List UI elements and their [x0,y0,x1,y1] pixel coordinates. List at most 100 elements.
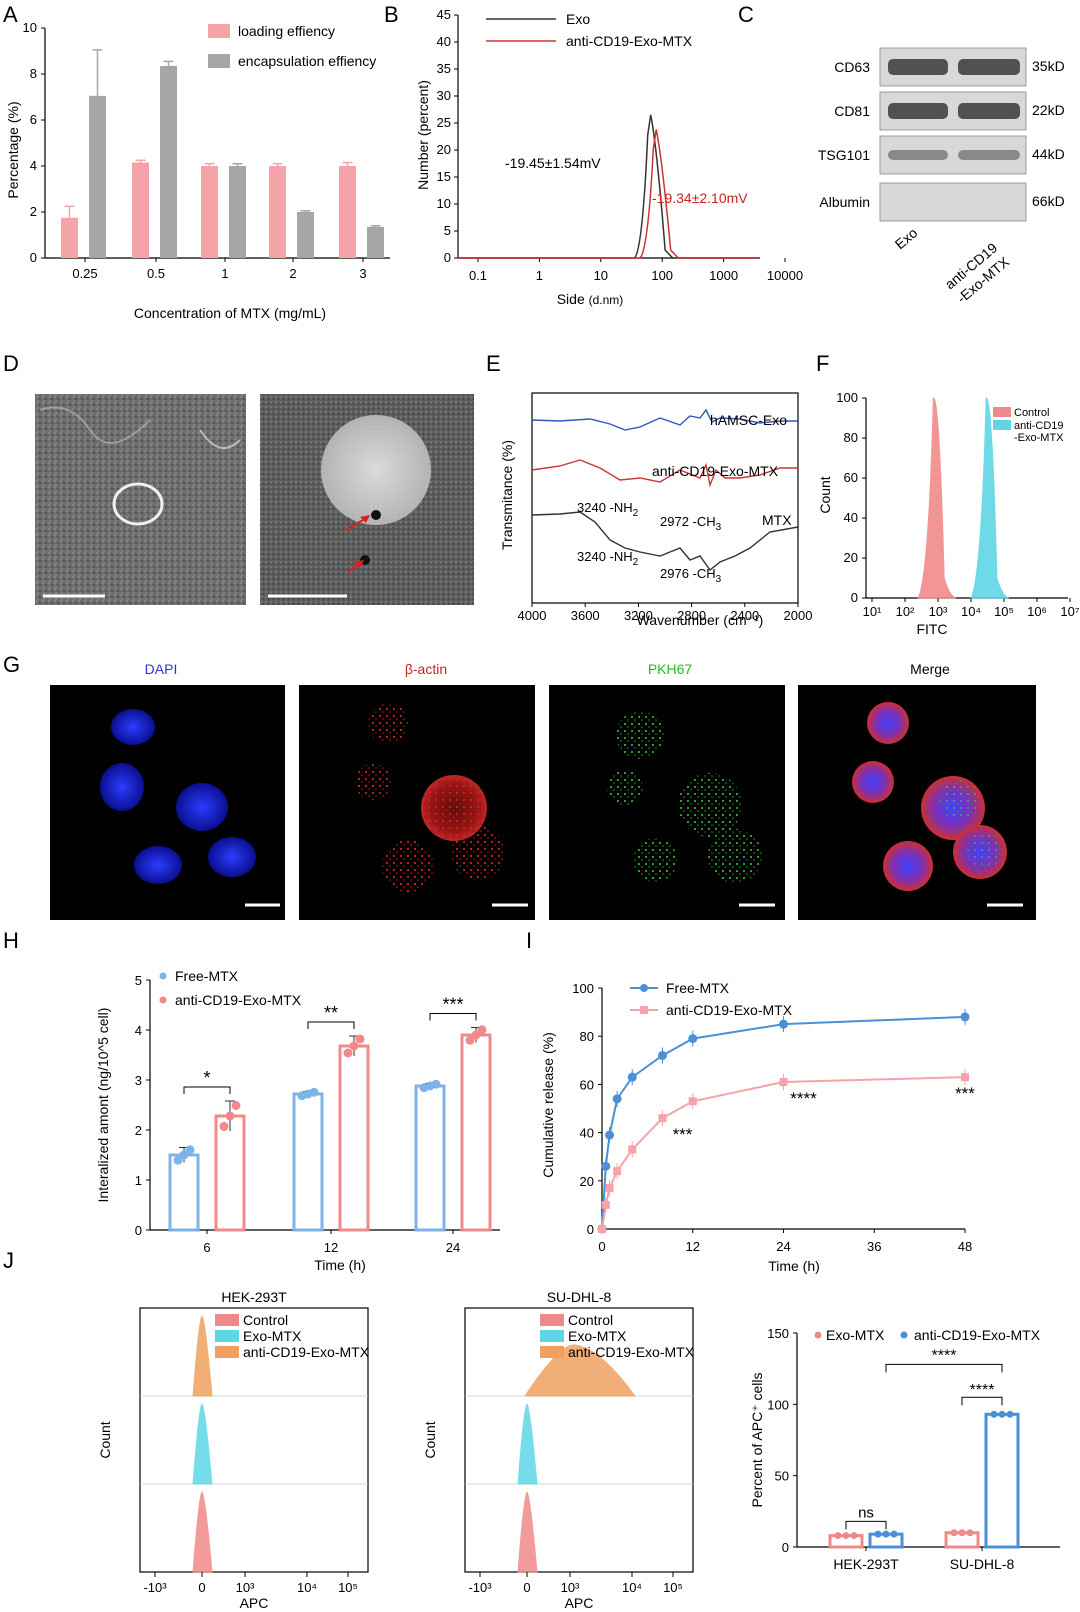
panel-letter-c: C [738,2,754,27]
jr-sig-label: **** [970,1382,995,1399]
g-channel-title: Merge [910,661,950,677]
c-band-mtx [958,150,1020,160]
h-point [219,1122,229,1131]
jr-point [874,1530,882,1538]
ftir-annot-nh2-1: 3240 -NH2 [577,500,639,519]
jr-ytick-label: 0 [782,1540,789,1555]
panel-letter-b: B [384,2,399,27]
f-legend-swatch [993,407,1011,417]
i-point [627,1072,637,1082]
a-bar [269,166,286,258]
a-legend-label: encapsulation effiency [238,53,376,69]
j-legend-swatch [215,1346,239,1358]
h-bar [338,1044,370,1232]
panel-g-confocal: DAPI β-actin PKH67 Merge [50,661,1036,920]
i-point [688,1034,698,1044]
a-bar [339,166,356,258]
e-xtick-label: 2400 [730,608,759,623]
j-legend-label: Exo-MTX [568,1328,627,1344]
f-ytick-label: 60 [844,470,858,485]
ftir-annot-ch3-2: 2976 -CH3 [660,566,722,585]
panel-i-legend: Free-MTX anti-CD19-Exo-MTX [630,980,793,1018]
h-point [173,1155,183,1165]
i-point [628,1145,637,1154]
c-lane-label: Exo [892,224,921,252]
jr-sig-label: **** [932,1347,957,1364]
h-legend-label: Free-MTX [175,968,239,984]
i-ytick-label: 100 [572,981,594,996]
j-ylabel: Count [422,1421,438,1458]
f-ytick-label: 40 [844,510,858,525]
jr-point [882,1530,890,1538]
panel-letter-h: H [3,928,19,953]
b-xtick-label: 10000 [767,268,803,283]
i-xtick-label: 48 [958,1239,972,1254]
ftir-annot-nh2-2: 3240 -NH2 [577,549,639,568]
i-sig-label: **** [790,1089,817,1108]
jr-point [842,1532,850,1540]
c-band-exo [888,150,948,160]
a-ytick-label: 6 [30,112,37,127]
i-point [779,1019,788,1029]
f-legend-label: -Exo-MTX [1014,432,1064,444]
panel-letter-g: G [3,652,20,677]
b-xtick-label: 0.1 [469,268,487,283]
h-sig-label: *** [442,995,463,1015]
jr-ytick-label: 150 [767,1326,789,1341]
a-xtick-label: 2 [289,266,296,281]
i-legend-marker [640,1006,648,1014]
i-ytick-label: 80 [580,1029,594,1044]
j-legend-label: anti-CD19-Exo-MTX [568,1344,695,1360]
c-band-name: Albumin [819,194,870,210]
jr-point [990,1410,998,1418]
h-xtick-label: 12 [324,1240,338,1255]
h-bar [460,1033,492,1232]
jr-xtick-label: SU-DHL-8 [950,1556,1015,1572]
f-xtick-label: 10⁶ [1027,604,1047,619]
h-bar [292,1092,324,1232]
c-band-size: 35kD [1032,58,1065,74]
panel-h-xlabel: Time (h) [314,1257,366,1273]
a-bar [89,95,106,258]
a-ytick-label: 2 [30,204,37,219]
ftir-line-mtx [531,511,799,572]
i-point [658,1114,667,1123]
ftir-annot-ch3-1: 2972 -CH3 [660,514,722,533]
jr-point [834,1532,842,1540]
panel-j-flow: HEK-293TControlExo-MTXanti-CD19-Exo-MTX-… [97,1289,695,1611]
b-xtick-label: 1000 [709,268,738,283]
b-legend-label: anti-CD19-Exo-MTX [566,33,693,49]
b-ytick-label: 15 [437,169,451,184]
a-ytick-label: 0 [30,250,37,265]
j-ylabel: Count [97,1421,113,1458]
i-ytick-label: 0 [587,1222,594,1237]
i-point [960,1012,970,1022]
i-point [779,1077,788,1086]
c-band-size: 66kD [1032,193,1065,209]
panel-letter-d: D [3,351,19,376]
j-hist-frame [139,1307,369,1573]
jr-ytick-label: 100 [767,1397,789,1412]
h-sig-bracket [183,1086,231,1094]
e-xtick-label: 3200 [624,608,653,623]
panel-e-chart: 4000 3600 3200 2800 2400 2000 hAMSC-Exo anti-… [499,392,812,628]
panel-j-bar-legend: Exo-MTX anti-CD19-Exo-MTX [814,1327,1041,1343]
i-xtick-label: 12 [686,1239,700,1254]
panel-d-tem-images [35,394,474,605]
h-bar [414,1084,446,1232]
ftir-label-mtx: MTX [762,512,792,528]
a-ytick-label: 10 [23,20,37,35]
h-point [431,1079,441,1089]
j-histogram [192,1403,213,1485]
f-ytick-label: 0 [851,590,858,605]
confocal-dapi [50,685,285,920]
i-ytick-label: 40 [580,1126,594,1141]
j-xtick-label: -10³ [143,1580,167,1595]
h-ytick-label: 1 [135,1173,142,1188]
h-point [343,1048,353,1058]
panel-letter-i: I [526,928,532,953]
i-xtick-label: 36 [867,1239,881,1254]
i-point [688,1097,697,1106]
panel-b-xlabel: Side (d.nm) [557,291,624,307]
